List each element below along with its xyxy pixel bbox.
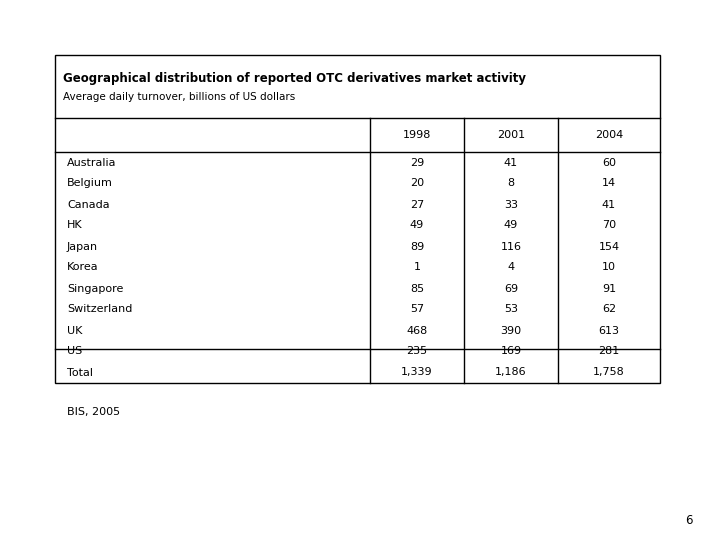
Text: 27: 27 [410, 199, 424, 210]
Text: 2001: 2001 [497, 130, 525, 140]
Text: 169: 169 [500, 347, 521, 356]
Text: 10: 10 [602, 262, 616, 273]
Text: 49: 49 [410, 220, 424, 231]
Text: 20: 20 [410, 179, 424, 188]
Text: 4: 4 [508, 262, 515, 273]
Text: 29: 29 [410, 158, 424, 167]
Text: 70: 70 [602, 220, 616, 231]
Text: 613: 613 [598, 326, 619, 335]
Text: 41: 41 [504, 158, 518, 167]
Text: 49: 49 [504, 220, 518, 231]
Text: Australia: Australia [67, 158, 117, 167]
Text: 1,339: 1,339 [401, 368, 433, 377]
Text: HK: HK [67, 220, 83, 231]
Text: Total: Total [67, 368, 93, 377]
Text: UK: UK [67, 326, 82, 335]
Text: 14: 14 [602, 179, 616, 188]
Bar [55, 55, 660, 383]
Text: Canada: Canada [67, 199, 109, 210]
Text: 1,186: 1,186 [495, 368, 527, 377]
Text: 1,758: 1,758 [593, 368, 625, 377]
Text: 62: 62 [602, 305, 616, 314]
Text: Belgium: Belgium [67, 179, 113, 188]
Text: 116: 116 [500, 241, 521, 252]
Text: 41: 41 [602, 199, 616, 210]
Text: 85: 85 [410, 284, 424, 294]
Text: 468: 468 [406, 326, 428, 335]
Text: 6: 6 [685, 514, 693, 526]
Text: 69: 69 [504, 284, 518, 294]
Text: 89: 89 [410, 241, 424, 252]
Text: 154: 154 [598, 241, 620, 252]
Text: 91: 91 [602, 284, 616, 294]
Text: 390: 390 [500, 326, 521, 335]
Text: 8: 8 [508, 179, 515, 188]
Text: Japan: Japan [67, 241, 98, 252]
Text: Korea: Korea [67, 262, 99, 273]
Text: 1998: 1998 [402, 130, 431, 140]
Text: Geographical distribution of reported OTC derivatives market activity: Geographical distribution of reported OT… [63, 72, 526, 85]
Text: 1: 1 [413, 262, 420, 273]
Text: 33: 33 [504, 199, 518, 210]
Text: 57: 57 [410, 305, 424, 314]
Text: US: US [67, 347, 82, 356]
Text: 281: 281 [598, 347, 620, 356]
Text: BIS, 2005: BIS, 2005 [67, 407, 120, 417]
Text: Average daily turnover, billions of US dollars: Average daily turnover, billions of US d… [63, 91, 295, 102]
Text: 60: 60 [602, 158, 616, 167]
Text: 2004: 2004 [595, 130, 623, 140]
Text: 235: 235 [406, 347, 428, 356]
Text: Singapore: Singapore [67, 284, 123, 294]
Text: 53: 53 [504, 305, 518, 314]
Text: Switzerland: Switzerland [67, 305, 132, 314]
